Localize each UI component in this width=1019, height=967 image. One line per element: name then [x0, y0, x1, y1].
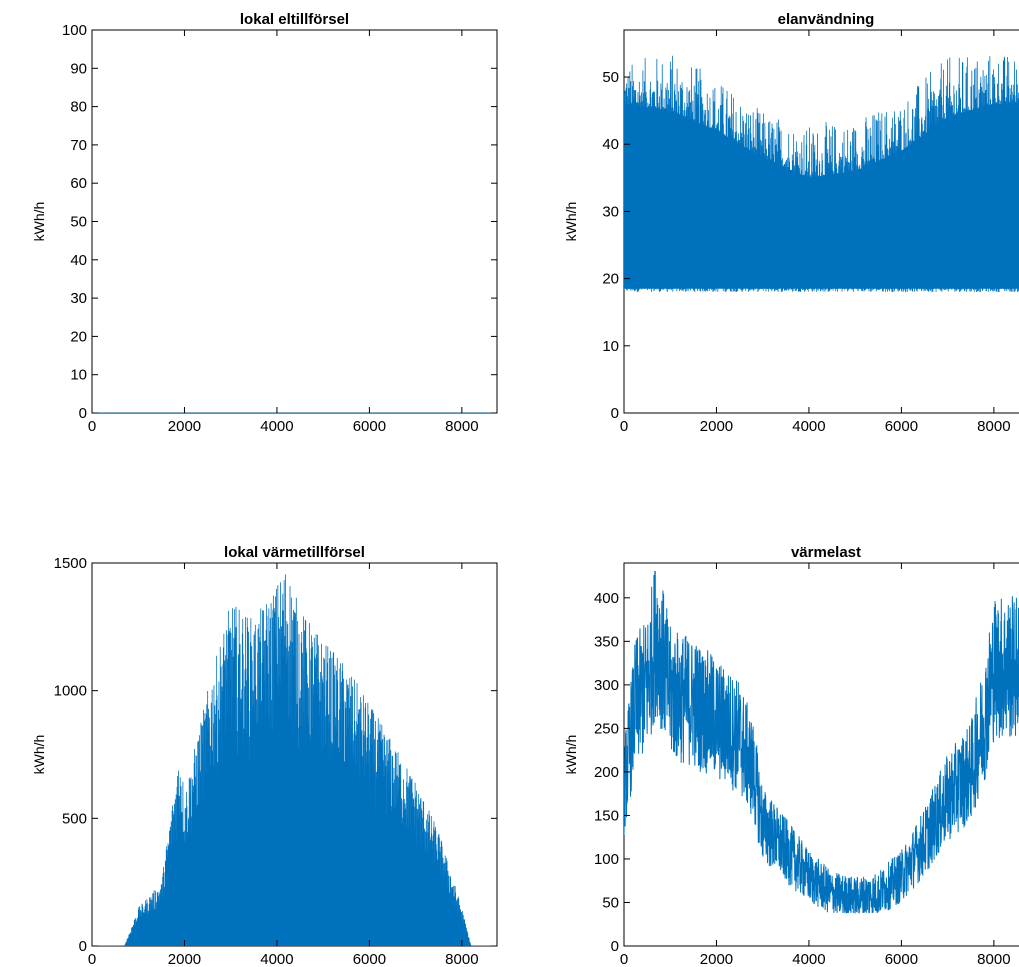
ticks-layer: 0 2000 4000 6000 8000 0 10 20 30 40 50 60 70 80 90 100	[62, 22, 497, 435]
y-tick-label: 10	[602, 338, 619, 355]
y-axis-label: kWh/h	[31, 202, 47, 242]
y-tick-label: 300	[594, 677, 619, 694]
x-tick-label: 4000	[260, 418, 293, 435]
plot-layer	[624, 55, 1019, 293]
chart-title: lokal värmetillförsel	[224, 544, 365, 561]
y-tick-label: 0	[79, 938, 87, 955]
y-tick-label: 350	[594, 633, 619, 650]
y-tick-label: 100	[594, 851, 619, 868]
x-tick-label: 0	[88, 951, 96, 967]
chart-title: lokal eltillförsel	[240, 11, 349, 28]
x-tick-label: 0	[620, 951, 628, 967]
x-tick-label: 8000	[445, 951, 478, 967]
x-tick-label: 0	[620, 418, 628, 435]
y-tick-label: 20	[602, 271, 619, 288]
y-tick-label: 10	[70, 367, 87, 384]
chart-title: värmelast	[791, 544, 861, 561]
y-axis-label: kWh/h	[31, 735, 47, 775]
y-tick-label: 90	[70, 60, 87, 77]
chart-lokal-varmetillforsel: lokal värmetillförsel kWh/h 0 2000 4000 600…	[31, 544, 498, 967]
x-tick-label: 6000	[885, 418, 918, 435]
y-tick-label: 200	[594, 764, 619, 781]
y-tick-label: 0	[79, 405, 87, 422]
y-tick-label: 30	[70, 290, 87, 307]
series-line	[92, 574, 497, 946]
x-tick-label: 6000	[885, 951, 918, 967]
y-tick-label: 50	[602, 894, 619, 911]
y-tick-label: 1000	[54, 683, 87, 700]
ticks-layer: 0 2000 4000 6000 8000 0 50 100 150 200 250 300 350 40…	[594, 563, 1011, 967]
y-tick-label: 100	[62, 22, 87, 39]
axes-box	[91, 29, 498, 414]
chart-title: elanvändning	[778, 11, 875, 28]
y-tick-label: 80	[70, 99, 87, 116]
y-tick-label: 500	[62, 810, 87, 827]
x-tick-label: 4000	[792, 951, 825, 967]
x-tick-label: 8000	[977, 951, 1010, 967]
y-tick-label: 250	[594, 720, 619, 737]
y-tick-label: 40	[602, 136, 619, 153]
x-tick-label: 4000	[260, 951, 293, 967]
chart-lokal-eltillforsel: lokal eltillförsel kWh/h 0 2000 4000 6000 80…	[31, 11, 498, 435]
y-tick-label: 50	[602, 69, 619, 86]
x-tick-label: 2000	[700, 951, 733, 967]
y-tick-label: 0	[611, 405, 619, 422]
plot-layer	[624, 570, 1019, 914]
y-tick-label: 60	[70, 175, 87, 192]
ticks-layer: 0 2000 4000 6000 8000 0 500 1000 1500	[54, 555, 497, 967]
y-axis-label: kWh/h	[563, 202, 579, 242]
y-tick-label: 150	[594, 807, 619, 824]
ticks-layer: 0 2000 4000 6000 8000 0 10 20 30 40 50	[602, 30, 1011, 435]
plot-layer	[92, 574, 497, 946]
x-tick-label: 8000	[977, 418, 1010, 435]
x-tick-label: 6000	[353, 951, 386, 967]
y-tick-label: 400	[594, 590, 619, 607]
chart-elanvandning: elanvändning kWh/h 0 2000 4000 6000 8000 0 10 2…	[563, 11, 1019, 435]
series-line	[624, 55, 1019, 293]
y-tick-label: 40	[70, 252, 87, 269]
x-tick-label: 0	[88, 418, 96, 435]
y-tick-label: 70	[70, 137, 87, 154]
x-tick-label: 4000	[792, 418, 825, 435]
y-tick-label: 20	[70, 328, 87, 345]
y-tick-label: 0	[611, 938, 619, 955]
chart-varmelast: värmelast kWh/h 0 2000 4000 6000 8000 0 50 100 1…	[563, 544, 1019, 967]
x-tick-label: 2000	[700, 418, 733, 435]
y-axis-label: kWh/h	[563, 735, 579, 775]
x-tick-label: 6000	[353, 418, 386, 435]
x-tick-label: 2000	[168, 418, 201, 435]
y-tick-label: 30	[602, 203, 619, 220]
y-tick-label: 1500	[54, 555, 87, 572]
x-tick-label: 2000	[168, 951, 201, 967]
series-line	[624, 570, 1019, 914]
y-tick-label: 50	[70, 214, 87, 231]
x-tick-label: 8000	[445, 418, 478, 435]
